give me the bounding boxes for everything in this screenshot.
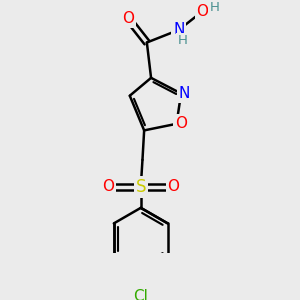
Text: N: N xyxy=(179,86,190,101)
Text: H: H xyxy=(209,1,219,14)
Text: S: S xyxy=(136,178,146,196)
Text: N: N xyxy=(173,22,184,38)
Text: H: H xyxy=(177,34,187,47)
Text: O: O xyxy=(168,179,180,194)
Text: O: O xyxy=(122,11,134,26)
Text: O: O xyxy=(175,116,187,131)
Text: Cl: Cl xyxy=(133,289,148,300)
Text: O: O xyxy=(196,4,208,19)
Text: O: O xyxy=(102,179,114,194)
